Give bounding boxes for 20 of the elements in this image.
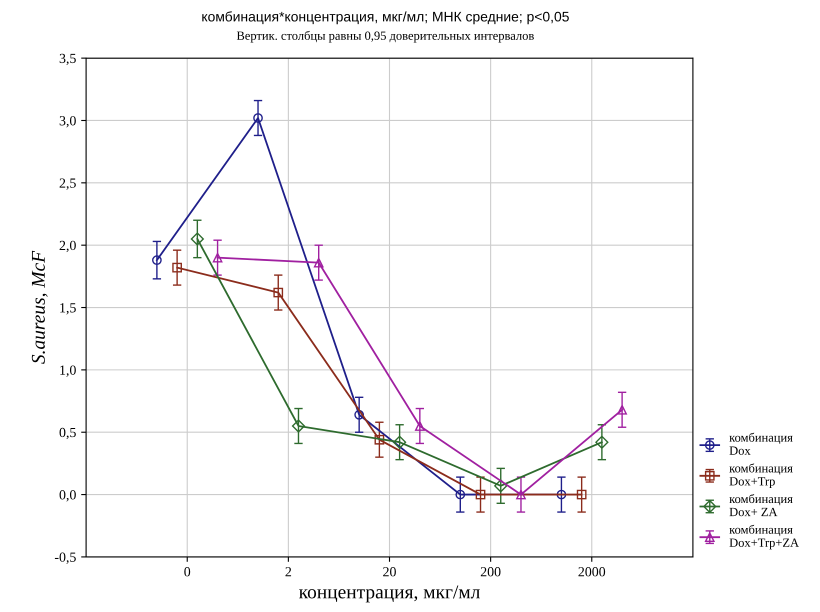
y-tick-label: 2,5 [60,178,76,190]
legend-label: комбинация Dox+ ZA [729,494,793,516]
y-tick-label: 3,5 [60,54,76,66]
legend-label: комбинация Dox+Trp+ZA [729,524,799,550]
y-axis-title: S.aureus, McF [32,250,48,364]
y-tick-label: 0,5 [60,428,76,440]
chart-title: комбинация*концентрация, мкг/мл; МНК средние; p<0,05 [202,11,569,24]
x-tick-label: 200 [480,567,501,576]
x-axis-title: концентрация, мкг/мл [298,585,480,602]
y-tick-label: 0,0 [60,490,76,502]
y-tick-label: -0,5 [54,552,76,564]
x-tick-label: 2000 [578,567,606,576]
y-tick-label: 1,0 [60,365,76,377]
x-tick-label: 20 [383,567,396,576]
x-tick-label: 0 [184,567,190,576]
x-tick-label: 2 [286,567,292,576]
y-tick-label: 1,5 [60,303,76,314]
y-tick-label: 3,0 [60,116,76,128]
chart-subtitle: Вертик. столбцы равны 0,95 доверительных интервалов [236,30,534,42]
y-tick-label: 2,0 [60,240,76,252]
